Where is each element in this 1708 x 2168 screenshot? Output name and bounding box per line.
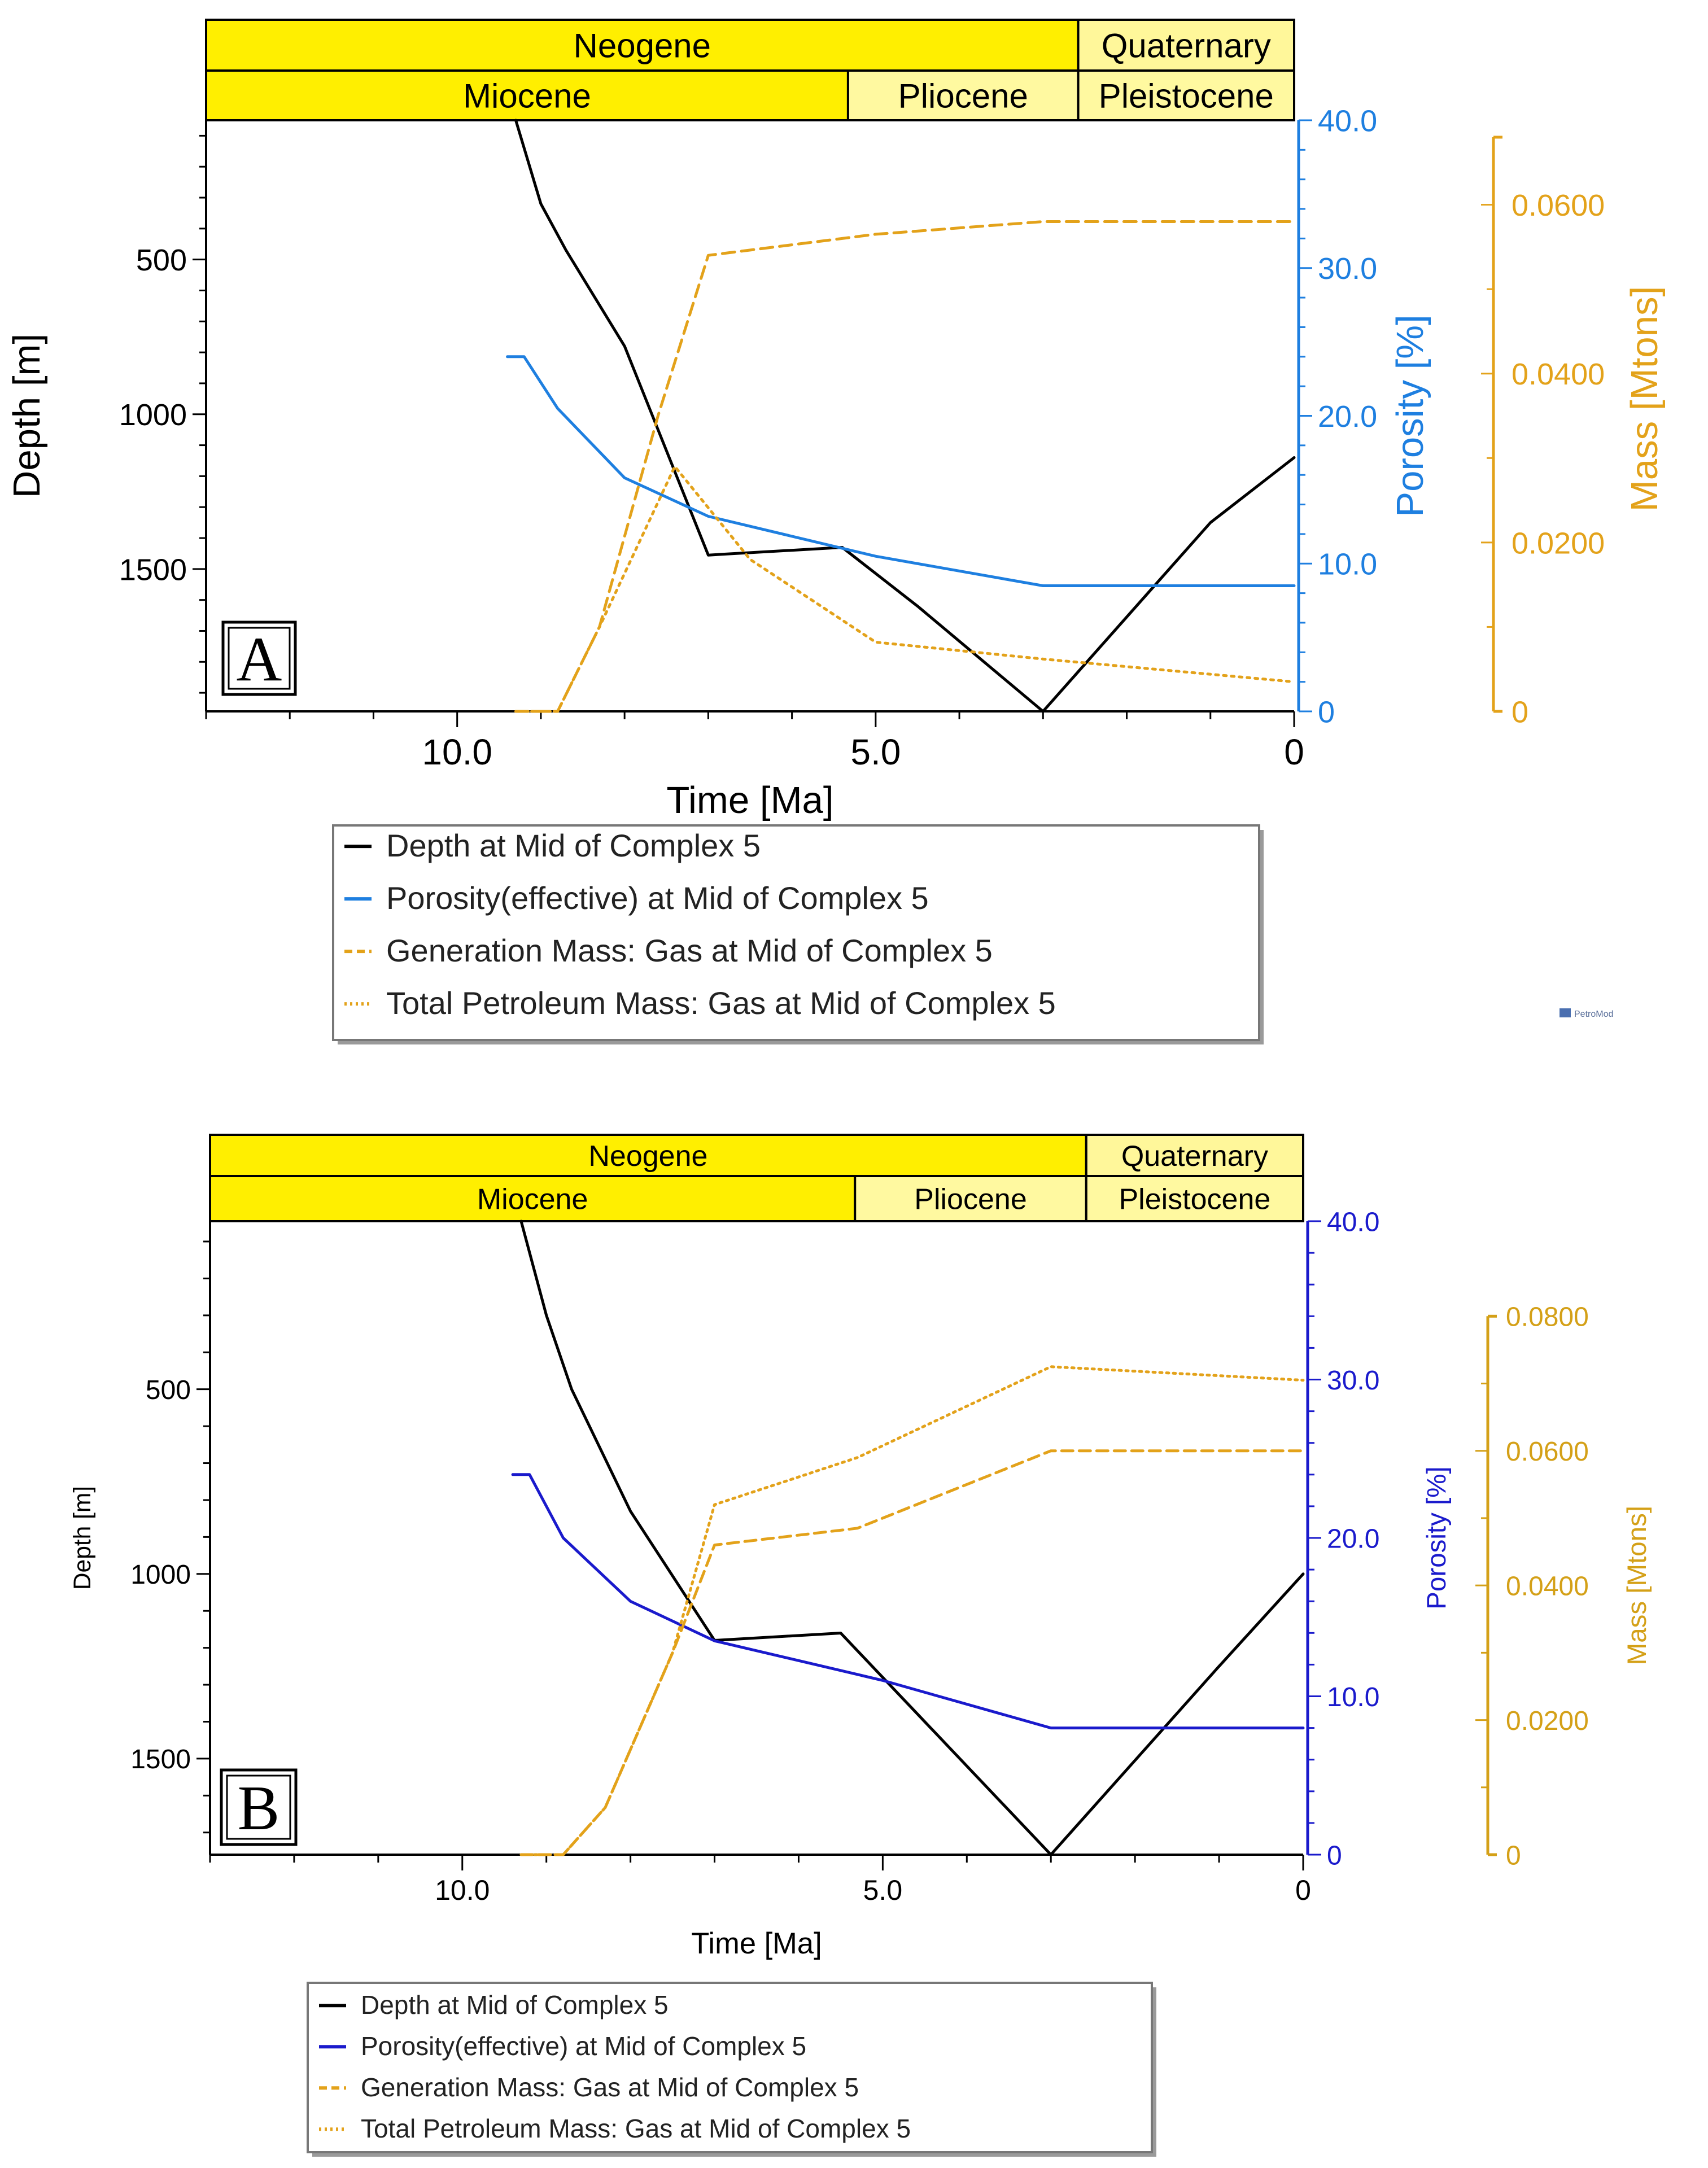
porosity-axis-title: Porosity [%]: [1389, 314, 1431, 517]
x-tick-label: 10.0: [435, 1874, 490, 1906]
x-axis-title: Time [Ma]: [691, 1927, 822, 1960]
legend-entry: Total Petroleum Mass: Gas at Mid of Comp…: [361, 2114, 911, 2143]
porosity-tick-label: 40.0: [1327, 1207, 1379, 1237]
panel-label: B: [238, 1773, 280, 1843]
series-line-depth: [514, 119, 1296, 713]
x-tick-label: 0: [1295, 1874, 1311, 1906]
mass-tick-label: 0.0200: [1506, 1706, 1589, 1736]
petromod-watermark: PetroMod: [1560, 1008, 1613, 1019]
porosity-tick-label: 30.0: [1318, 252, 1377, 286]
legend-entry: Generation Mass: Gas at Mid of Complex 5: [361, 2073, 859, 2102]
mass-tick-label: 0.0600: [1506, 1437, 1589, 1467]
series-line-porosity: [506, 355, 1296, 587]
legend-box: [332, 824, 1260, 1041]
series-line-generation-mass: [514, 220, 1296, 713]
x-tick-label: 5.0: [850, 732, 901, 772]
timescale-pleistocene-label: Pleistocene: [1099, 77, 1274, 115]
timescale-epoch-cell: [1085, 1175, 1304, 1222]
mass-tick-label: 0.0400: [1506, 1571, 1589, 1601]
panel-label-box: [220, 1768, 298, 1846]
y-left-tick-label: 500: [146, 1375, 191, 1405]
panel-label-inner-box: [228, 627, 291, 690]
timescale-quaternary-label: Quaternary: [1121, 1140, 1268, 1173]
y-left-axis-title: Depth [m]: [69, 1486, 96, 1590]
y-left-axis-title: Depth [m]: [6, 334, 48, 498]
porosity-tick-label: 10.0: [1318, 548, 1377, 582]
porosity-axis-title: Porosity [%]: [1422, 1466, 1452, 1609]
legend-entry: Depth at Mid of Complex 5: [386, 828, 761, 863]
porosity-tick-label: 20.0: [1327, 1524, 1379, 1554]
mass-tick-label: 0: [1512, 695, 1528, 729]
timescale-pliocene-label: Pliocene: [914, 1183, 1026, 1216]
mass-tick-label: 0.0600: [1512, 189, 1605, 222]
mass-tick-label: 0: [1506, 1841, 1521, 1870]
mass-axis-title: Mass [Mtons]: [1622, 1506, 1652, 1665]
timescale-period-cell: [1085, 1134, 1304, 1177]
watermark-text: PetroMod: [1574, 1009, 1613, 1019]
panel-label-box: [221, 620, 297, 696]
porosity-tick-label: 20.0: [1318, 400, 1377, 434]
mass-tick-label: 0.0400: [1512, 357, 1605, 391]
series-line-total-petroleum-mass: [519, 1365, 1305, 1856]
mass-tick-label: 0.0200: [1512, 526, 1605, 560]
timescale-epoch-cell: [209, 1175, 857, 1222]
timescale-quaternary-label: Quaternary: [1102, 27, 1271, 65]
timescale-period-cell: [205, 19, 1080, 72]
porosity-tick-label: 10.0: [1327, 1682, 1379, 1712]
x-tick-label: 10.0: [422, 732, 492, 772]
legend-entry: Generation Mass: Gas at Mid of Complex 5: [386, 933, 993, 968]
porosity-tick-label: 0: [1327, 1841, 1342, 1870]
panel-label-inner-box: [226, 1774, 291, 1840]
panel-label: A: [237, 624, 282, 694]
legend-entry: Total Petroleum Mass: Gas at Mid of Comp…: [386, 985, 1056, 1021]
timescale-pliocene-label: Pliocene: [898, 77, 1028, 115]
timescale-pleistocene-label: Pleistocene: [1119, 1183, 1270, 1216]
porosity-tick-label: 40.0: [1318, 104, 1377, 138]
timescale-miocene-label: Miocene: [463, 77, 591, 115]
timescale-period-cell: [1077, 19, 1295, 72]
timescale-miocene-label: Miocene: [477, 1183, 588, 1216]
legend-entry: Porosity(effective) at Mid of Complex 5: [386, 880, 929, 916]
series-line-depth: [519, 1220, 1305, 1856]
series-line-total-petroleum-mass: [514, 465, 1296, 713]
timescale-neogene-label: Neogene: [574, 27, 711, 65]
timescale-epoch-cell: [854, 1175, 1087, 1222]
series-line-generation-mass: [519, 1449, 1305, 1856]
y-left-tick-label: 1500: [119, 553, 187, 587]
panel-a-chart: Neogene Quaternary Miocene Pliocene Pleistoc…: [6, 19, 1666, 1044]
y-left-tick-label: 1500: [130, 1745, 191, 1774]
mass-tick-label: 0.0800: [1506, 1302, 1589, 1332]
panel-b-chart: Neogene Quaternary Miocene Pliocene Pleistoc…: [69, 1134, 1652, 2157]
legend-entry: Depth at Mid of Complex 5: [361, 1990, 669, 2020]
series-line-porosity: [511, 1473, 1305, 1730]
y-left-tick-label: 1000: [119, 398, 187, 432]
y-left-tick-label: 500: [136, 243, 187, 277]
legend-entry: Porosity(effective) at Mid of Complex 5: [361, 2031, 806, 2061]
petromod-logo-icon: [1560, 1008, 1571, 1017]
porosity-tick-label: 0: [1318, 695, 1335, 729]
porosity-tick-label: 30.0: [1327, 1366, 1379, 1396]
y-left-tick-label: 1000: [130, 1560, 191, 1590]
x-axis-title: Time [Ma]: [666, 779, 833, 821]
x-tick-label: 0: [1284, 732, 1304, 772]
legend-box: [307, 1982, 1153, 2153]
x-tick-label: 5.0: [863, 1874, 903, 1906]
timescale-neogene-label: Neogene: [588, 1140, 707, 1173]
mass-axis-title: Mass [Mtons]: [1623, 286, 1666, 512]
